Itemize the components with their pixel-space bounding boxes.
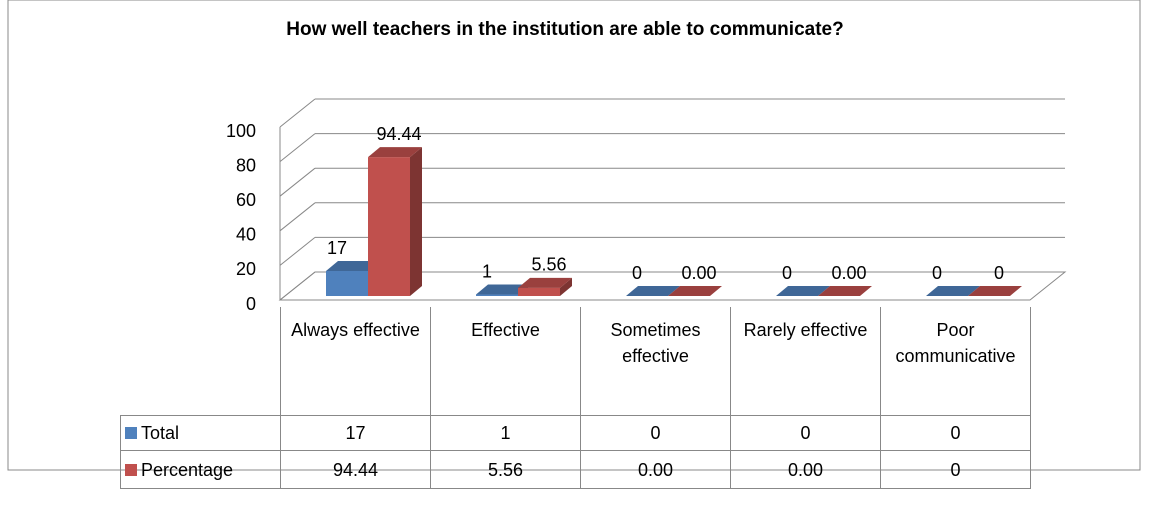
category-label: Always effective [280, 307, 431, 416]
table-cell: 94.44 [280, 450, 431, 489]
bar-top [818, 286, 872, 296]
table-cell: 5.56 [430, 450, 581, 489]
table-cell: 1 [430, 415, 581, 451]
data-label: 0.00 [681, 263, 716, 283]
side-grid-line [279, 98, 316, 128]
legend-label: Percentage [141, 459, 234, 480]
y-tick-label: 20 [236, 259, 256, 279]
y-tick-label: 0 [246, 294, 256, 314]
bar-top [626, 286, 680, 296]
table-cell: 0 [880, 415, 1031, 451]
data-label: 0 [632, 263, 642, 283]
data-label: 0 [782, 263, 792, 283]
table-cell: 17 [280, 415, 431, 451]
bar-top [968, 286, 1022, 296]
bar-top [326, 261, 380, 272]
y-tick-label: 60 [236, 190, 256, 210]
y-tick-label: 80 [236, 155, 256, 175]
category-label: Effective [430, 307, 581, 416]
data-label: 1 [482, 261, 492, 281]
y-tick-label: 40 [236, 225, 256, 245]
legend-swatch [125, 463, 137, 476]
data-label: 5.56 [531, 255, 566, 275]
bar-top [368, 147, 422, 158]
bar [518, 287, 560, 296]
category-label: Poor communicative [880, 307, 1031, 416]
data-label: 17 [327, 238, 347, 258]
table-cell: 0 [880, 450, 1031, 489]
bar [476, 294, 518, 296]
table-cell: 0 [580, 415, 731, 451]
bar-top [476, 284, 530, 295]
bar-side [560, 277, 572, 296]
legend-label: Total [141, 423, 180, 443]
chart-title: How well teachers in the institution are… [286, 19, 843, 40]
bar-top [518, 277, 572, 288]
bar [368, 157, 410, 296]
table-cell: 0.00 [580, 450, 731, 489]
side-grid-line [279, 202, 316, 232]
category-label: Sometimes effective [580, 307, 731, 416]
category-label: Rarely effective [730, 307, 881, 416]
y-tick-label: 100 [226, 121, 256, 141]
bar-top [926, 286, 980, 296]
bar-side [410, 147, 422, 296]
side-grid-line [279, 271, 316, 301]
data-label: 94.44 [376, 124, 421, 144]
table-cell: 0 [730, 415, 881, 451]
table-cell: 0.00 [730, 450, 881, 489]
bar [326, 271, 368, 296]
data-label: 0 [994, 263, 1004, 283]
side-grid-line [279, 237, 316, 266]
bar-top [668, 286, 722, 296]
chart-frame [7, 0, 1141, 471]
bar-top [776, 286, 830, 296]
side-grid-line [279, 167, 316, 197]
side-grid-line [279, 133, 316, 162]
data-label: 0 [932, 263, 942, 283]
data-label: 0.00 [831, 263, 866, 283]
legend-entry: Total [120, 415, 281, 451]
legend-swatch [125, 427, 137, 439]
legend-entry: Percentage [120, 450, 281, 489]
